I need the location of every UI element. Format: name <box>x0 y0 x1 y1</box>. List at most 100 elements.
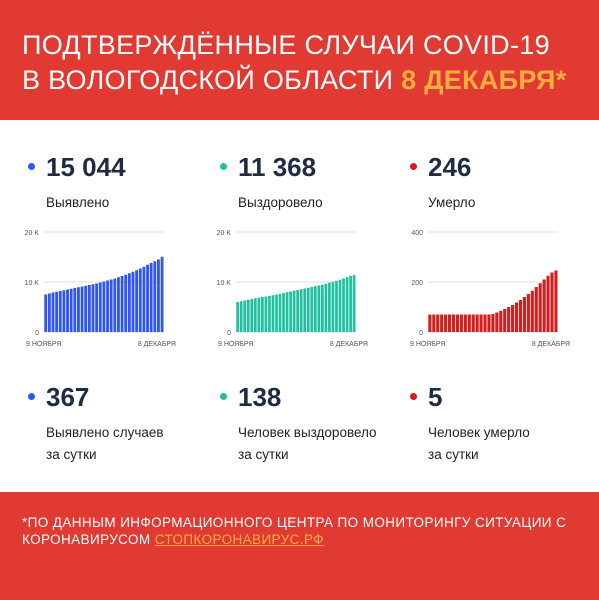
x-tick-label: 9 НОЯБРЯ <box>26 341 61 348</box>
chart-bar <box>432 314 436 332</box>
chart-bar <box>455 314 460 332</box>
chart-bar <box>518 300 523 332</box>
chart-bar <box>120 276 124 332</box>
chart-bar <box>236 302 240 332</box>
chart-bar <box>349 276 352 332</box>
chart-bar <box>310 287 314 332</box>
stat-detected-label: Выявлено <box>46 195 110 210</box>
stat-recovered-value: 11 368 <box>238 152 317 182</box>
daily-died-label: Человек умерло за сутки <box>428 422 530 466</box>
chart-bar <box>538 283 542 332</box>
chart-bar <box>73 288 77 332</box>
chart-detected-svg: 20 K 10 K 0 9 НОЯБРЯ 8 ДЕКАБРЯ <box>25 230 176 348</box>
chart-bar <box>149 263 153 332</box>
chart-bar <box>66 289 69 332</box>
chart-bar <box>447 314 452 332</box>
chart-bar <box>324 283 328 332</box>
chart-bar <box>142 266 146 332</box>
y-tick-label: 10 K <box>25 280 40 287</box>
chart-bar <box>331 281 335 332</box>
chart-recovered: 20 K 10 K 0 9 НОЯБРЯ 8 ДЕКАБРЯ <box>210 226 370 354</box>
chart-bar <box>275 294 278 332</box>
chart-bar <box>98 282 102 332</box>
chart-bar <box>55 291 59 332</box>
x-tick-label: 8 ДЕКАБРЯ <box>532 341 570 348</box>
daily-recovered-value: 138 <box>238 382 282 412</box>
chart-bar <box>264 296 268 332</box>
chart-bar <box>261 297 264 332</box>
chart-bar <box>91 284 95 332</box>
chart-bar <box>495 312 499 332</box>
chart-bar <box>444 314 448 332</box>
x-tick-label: 9 НОЯБРЯ <box>218 341 253 348</box>
stat-recovered-label: Выздоровело <box>238 195 323 210</box>
chart-bar <box>542 279 546 332</box>
chart-bar <box>345 277 349 332</box>
chart-bar <box>550 272 554 332</box>
chart-bar <box>69 288 73 332</box>
chart-bar <box>338 279 342 332</box>
title-date: 8 ДЕКАБРЯ* <box>401 65 567 95</box>
chart-bar <box>289 291 292 332</box>
chart-bar <box>335 280 338 332</box>
content-area: 15 044 Выявлено 11 368 Выздоровело 246 У… <box>0 120 599 492</box>
red-dot-icon <box>410 163 417 170</box>
title-line1: ПОДТВЕРЖДЁННЫЕ СЛУЧАИ COVID-19 <box>22 30 550 60</box>
blue-dot-icon <box>28 163 35 170</box>
daily-detected-label: Выявлено случаев за сутки <box>46 422 164 466</box>
chart-bar <box>352 275 356 332</box>
footer-banner: *ПО ДАННЫМ ИНФОРМАЦИОННОГО ЦЕНТРА ПО МОН… <box>0 492 599 600</box>
chart-bar <box>239 301 243 332</box>
chart-bar <box>117 277 120 332</box>
chart-bar <box>124 274 128 332</box>
chart-bar <box>299 289 303 332</box>
chart-bar <box>321 284 324 332</box>
y-tick-label: 20 K <box>25 230 40 237</box>
chart-bar <box>87 285 91 332</box>
chart-bar <box>102 281 106 332</box>
y-tick-label: 200 <box>411 280 423 287</box>
chart-bar <box>84 285 88 332</box>
source-footnote: *ПО ДАННЫМ ИНФОРМАЦИОННОГО ЦЕНТРА ПО МОН… <box>22 514 582 548</box>
chart-bar <box>514 302 519 332</box>
chart-bar <box>467 314 471 332</box>
daily-recovered-label: Человек выздоровело за сутки <box>238 422 377 466</box>
chart-bar <box>342 278 345 332</box>
chart-bar <box>440 314 444 332</box>
chart-bar <box>243 300 247 332</box>
teal-dot-icon <box>220 393 227 400</box>
chart-bar <box>106 280 109 332</box>
chart-bar <box>285 292 289 332</box>
chart-bar <box>257 297 261 332</box>
daily-died-label1: Человек умерло <box>428 425 530 440</box>
chart-bar <box>160 256 164 332</box>
chart-bar <box>546 275 550 332</box>
chart-bar <box>153 261 157 332</box>
chart-bar <box>451 314 456 332</box>
chart-bar <box>62 290 66 332</box>
chart-bar <box>499 310 503 332</box>
chart-bar <box>146 264 149 332</box>
stat-died-label: Умерло <box>428 195 476 210</box>
y-tick-label: 0 <box>419 330 423 337</box>
chart-bar <box>80 286 84 332</box>
y-tick-label: 10 K <box>217 280 232 287</box>
chart-bar <box>51 292 55 332</box>
daily-detected-label1: Выявлено случаев <box>46 425 164 440</box>
x-tick-label: 9 НОЯБРЯ <box>410 341 445 348</box>
chart-bar <box>58 291 62 332</box>
chart-bar <box>109 279 113 332</box>
daily-recovered-label1: Человек выздоровело <box>238 425 377 440</box>
y-tick-label: 0 <box>227 330 231 337</box>
daily-detected-label2: за сутки <box>46 447 97 462</box>
chart-bar <box>503 309 507 332</box>
chart-bar <box>554 270 558 332</box>
teal-dot-icon <box>220 163 227 170</box>
chart-bar <box>268 296 271 332</box>
daily-recovered-label2: за сутки <box>238 447 289 462</box>
y-tick-label: 0 <box>35 330 39 337</box>
chart-bar <box>77 287 80 332</box>
y-tick-label: 20 K <box>217 230 232 237</box>
chart-bar <box>313 286 317 332</box>
source-link[interactable]: СТОПКОРОНАВИРУС.РФ <box>154 532 324 547</box>
